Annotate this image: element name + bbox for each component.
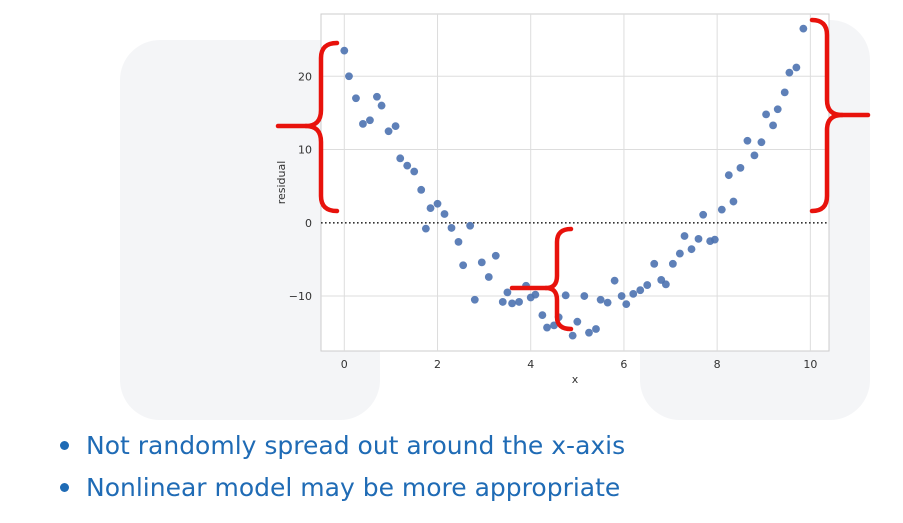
data-point xyxy=(769,121,777,130)
data-point xyxy=(785,68,794,77)
data-point xyxy=(373,92,381,101)
x-tick-label: 4 xyxy=(527,358,534,371)
bullet-list: Not randomly spread out around the x-axi… xyxy=(58,425,625,509)
data-point xyxy=(396,154,405,163)
data-point xyxy=(724,171,733,180)
data-point xyxy=(515,298,523,306)
x-tick-label: 10 xyxy=(803,358,817,371)
residual-scatter-chart: 0 2 4 6 8 10 20 10 0 −10 x residual xyxy=(275,13,871,386)
data-point xyxy=(403,161,412,170)
data-point xyxy=(661,280,670,289)
data-point xyxy=(710,235,719,244)
bullet-dot-icon xyxy=(60,441,69,450)
data-point xyxy=(366,116,374,125)
x-tick-label: 0 xyxy=(341,358,348,371)
data-point xyxy=(596,295,605,304)
data-point xyxy=(345,72,353,81)
data-point xyxy=(503,288,512,297)
data-point xyxy=(580,292,589,300)
data-point xyxy=(470,295,479,304)
data-point xyxy=(750,151,759,160)
data-point xyxy=(668,259,677,268)
data-point xyxy=(687,245,696,254)
data-point xyxy=(561,291,570,300)
data-point xyxy=(622,300,631,309)
bracket-annotations xyxy=(275,17,871,332)
bullet-item: Nonlinear model may be more appropriate xyxy=(58,467,625,509)
data-point xyxy=(498,298,507,306)
bullet-text: Not randomly spread out around the x-axi… xyxy=(86,431,626,460)
y-axis-label: residual xyxy=(275,161,288,205)
data-point xyxy=(650,259,659,268)
data-point xyxy=(573,317,582,326)
data-point xyxy=(340,46,349,55)
y-tick-label: 20 xyxy=(298,70,312,83)
data-point xyxy=(391,122,400,130)
data-point xyxy=(568,331,577,340)
bullet-item: Not randomly spread out around the x-axi… xyxy=(58,425,625,467)
data-point xyxy=(477,258,486,267)
data-point xyxy=(799,24,808,33)
data-point xyxy=(466,221,475,230)
data-point xyxy=(610,276,619,285)
x-axis-label: x xyxy=(572,373,579,386)
data-point xyxy=(454,237,463,246)
data-point xyxy=(643,281,652,289)
data-point xyxy=(359,119,367,128)
data-point xyxy=(543,323,551,332)
data-point xyxy=(694,235,703,243)
data-point xyxy=(410,167,419,176)
data-point xyxy=(757,138,766,147)
x-tick-label: 2 xyxy=(434,358,441,371)
y-tick-label: 10 xyxy=(298,144,312,157)
data-point xyxy=(699,210,708,219)
x-tick-label: 8 xyxy=(714,358,721,371)
data-point xyxy=(603,298,612,307)
data-point xyxy=(538,311,547,320)
data-point xyxy=(762,110,770,119)
data-point xyxy=(421,224,430,233)
data-point xyxy=(792,63,801,72)
tick-labels: 0 2 4 6 8 10 20 10 0 −10 xyxy=(289,70,818,371)
data-point xyxy=(426,204,435,213)
data-point xyxy=(352,94,360,103)
data-point xyxy=(780,88,789,97)
data-point xyxy=(629,289,638,298)
bullet-dot-icon xyxy=(60,483,69,492)
data-point xyxy=(736,163,745,172)
data-point xyxy=(636,286,645,295)
data-point xyxy=(417,185,426,194)
y-tick-label: 0 xyxy=(305,217,312,230)
data-point xyxy=(384,127,393,136)
data-point xyxy=(592,325,600,333)
data-point xyxy=(617,292,626,300)
y-tick-label: −10 xyxy=(289,290,312,303)
data-point xyxy=(531,290,540,299)
data-point xyxy=(447,224,456,232)
data-point xyxy=(675,249,684,258)
data-point xyxy=(729,197,738,206)
data-point xyxy=(440,210,449,218)
data-point xyxy=(680,232,689,240)
data-point xyxy=(717,205,726,214)
data-point xyxy=(508,299,516,308)
plot-area xyxy=(320,13,830,352)
data-point xyxy=(459,261,468,270)
x-tick-label: 6 xyxy=(620,358,627,371)
data-point xyxy=(433,199,442,208)
data-points xyxy=(340,24,808,340)
data-point xyxy=(484,273,493,281)
data-point xyxy=(585,328,593,337)
data-point xyxy=(377,101,386,110)
data-point xyxy=(743,136,752,145)
bullet-text: Nonlinear model may be more appropriate xyxy=(86,473,621,502)
data-point xyxy=(773,105,782,114)
data-point xyxy=(491,251,500,260)
